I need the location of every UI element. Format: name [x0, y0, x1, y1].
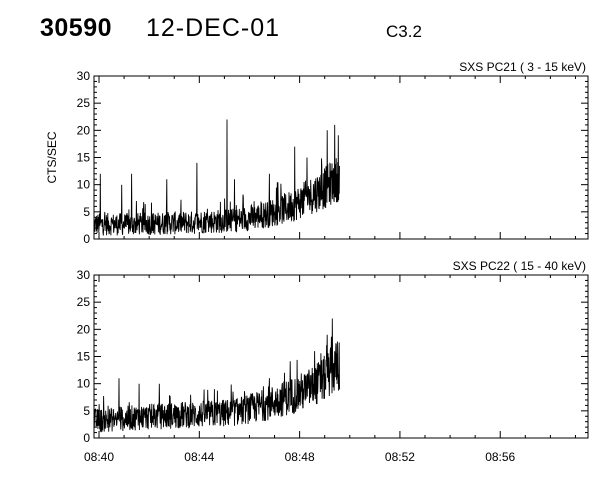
x-tick-label: 08:52	[385, 450, 415, 464]
x-tick-label: 08:48	[285, 450, 315, 464]
y-tick-label: 0	[83, 431, 90, 445]
count-rate-series	[93, 119, 340, 236]
y-tick-label: 20	[77, 322, 91, 336]
x-tick-label: 08:56	[485, 450, 515, 464]
y-tick-label: 20	[77, 123, 91, 137]
y-tick-label: 5	[83, 205, 90, 219]
event-id: 30590	[40, 14, 113, 42]
y-tick-label: 15	[77, 350, 91, 364]
x-tick-label: 08:44	[184, 450, 214, 464]
panel-title: SXS PC21 ( 3 - 15 keV)	[459, 60, 586, 74]
panel-pc21: SXS PC21 ( 3 - 15 keV) CTS/SEC 0 5 10 15 20 25 3…	[45, 60, 589, 246]
panel-pc22: SXS PC22 ( 15 - 40 keV) 0 5 10 15 20 25 30 08:40…	[77, 259, 589, 464]
y-tick-label: 0	[83, 232, 90, 246]
event-date: 12-DEC-01	[146, 14, 281, 42]
y-axis-label: CTS/SEC	[45, 131, 59, 183]
y-tick-label: 5	[83, 404, 90, 418]
y-tick-label: 30	[77, 268, 91, 282]
x-tick-label: 08:40	[84, 450, 114, 464]
y-tick-label: 25	[77, 295, 91, 309]
y-tick-label: 10	[77, 178, 91, 192]
count-rate-series	[93, 318, 340, 433]
flare-class: C3.2	[386, 22, 422, 41]
panel-title: SXS PC22 ( 15 - 40 keV)	[453, 259, 586, 273]
y-tick-label: 30	[77, 69, 91, 83]
y-tick-label: 25	[77, 96, 91, 110]
y-tick-label: 15	[77, 151, 91, 165]
y-tick-label: 10	[77, 377, 91, 391]
